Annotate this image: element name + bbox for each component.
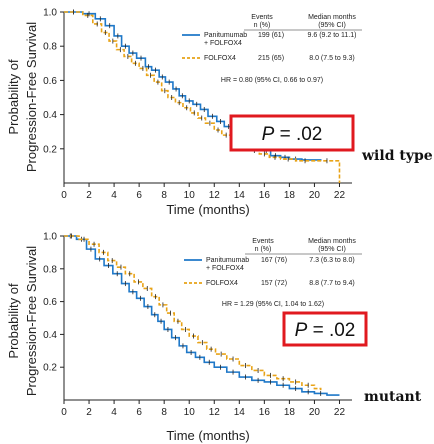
y-tick-label: 0.6	[43, 297, 57, 308]
x-tick-label: 20	[309, 190, 321, 201]
x-tick-label: 16	[259, 190, 271, 201]
x-tick-label: 2	[86, 190, 92, 201]
legend-header-ci: (95% CI)	[318, 246, 346, 253]
legend-header-median: Median months	[308, 238, 356, 245]
legend-series-name: FOLFOX4	[206, 280, 238, 287]
y-tick-label: 0.8	[43, 42, 57, 53]
x-tick-label: 0	[61, 190, 67, 201]
y-axis-label-line1: Probability of	[6, 283, 21, 359]
y-tick-label: 0.4	[43, 110, 57, 121]
p-value-symbol: P	[295, 320, 308, 341]
p-value-text: P = .02	[262, 124, 323, 145]
legend-header-events: Events	[252, 238, 274, 245]
legend-events-value: 215 (65)	[258, 55, 284, 62]
y-tick-label: 0.4	[43, 330, 57, 341]
x-tick-label: 6	[136, 190, 142, 201]
km-curve-folfox4	[64, 11, 341, 183]
y-axis-label-line2: Progression-Free Survival	[24, 22, 39, 172]
legend-median-value: 9.6 (9.2 to 11.1)	[308, 32, 357, 39]
legend-header-events-unit: n (%)	[255, 246, 272, 253]
x-tick-label: 22	[334, 190, 346, 201]
x-tick-label: 18	[284, 190, 296, 201]
x-tick-label: 18	[284, 407, 296, 418]
legend-series-name: Panitumumab	[204, 32, 247, 39]
x-axis-label: Time (months)	[166, 428, 249, 443]
km-curve-panitumumab	[64, 235, 340, 396]
p-value-symbol: P	[262, 124, 275, 145]
km-panel-mutant: 0 2 4 6 8 10 12 14 16 18 20 22 0.2 0.4 0.6 0.8 1.0 Time (…	[6, 232, 422, 444]
p-value-box	[229, 114, 355, 152]
y-tick-label: 0.8	[43, 264, 57, 275]
x-tick-label: 2	[86, 407, 92, 418]
legend-events-value: 199 (61)	[258, 32, 284, 39]
x-tick-label: 0	[61, 407, 67, 418]
x-tick-label: 6	[136, 407, 142, 418]
x-axis-label: Time (months)	[166, 202, 249, 217]
hazard-ratio-text: HR = 1.29 (95% CI, 1.04 to 1.62)	[222, 301, 324, 308]
legend-header-median: Median months	[308, 14, 356, 21]
legend-median-value: 8.8 (7.7 to 9.4)	[309, 280, 355, 287]
x-tick-label: 14	[234, 407, 246, 418]
legend-header-events: Events	[251, 14, 273, 21]
y-tick-label: 0.6	[43, 76, 57, 87]
legend-series-name: Panitumumab	[206, 257, 249, 264]
legend-events-value: 157 (72)	[261, 280, 287, 287]
y-axis-label-line2: Progression-Free Survival	[24, 246, 39, 396]
p-value-box	[282, 311, 368, 347]
x-tick-label: 8	[161, 190, 167, 201]
x-tick-label: 8	[161, 407, 167, 418]
legend-series-name: + FOLFOX4	[204, 40, 242, 47]
y-tick-label: 0.2	[43, 144, 57, 155]
x-tick-label: 4	[111, 190, 117, 201]
x-tick-label: 10	[184, 190, 196, 201]
legend-series-name: FOLFOX4	[204, 55, 236, 62]
legend-median-value: 8.0 (7.5 to 9.3)	[309, 55, 355, 62]
x-tick-label: 12	[209, 407, 221, 418]
subgroup-label: mutant	[364, 389, 422, 405]
km-curve-folfox4	[64, 235, 322, 391]
y-tick-label: 1.0	[43, 8, 57, 19]
km-panel-wild-type: 0 2 4 6 8 10 12 14 16 18 20 22 0.2 0.4 0.6 0.8 1.0 Time (…	[6, 8, 433, 218]
x-tick-label: 14	[234, 190, 246, 201]
y-tick-label: 0.2	[43, 363, 57, 374]
legend-median-value: 7.3 (6.3 to 8.0)	[309, 257, 355, 264]
p-value-number: = .02	[307, 320, 355, 341]
subgroup-label: wild type	[361, 148, 433, 164]
x-tick-label: 20	[309, 407, 321, 418]
legend-header-ci: (95% CI)	[318, 22, 346, 29]
x-tick-label: 4	[111, 407, 117, 418]
p-value-number: = .02	[274, 124, 322, 145]
legend-events-value: 167 (76)	[261, 257, 287, 264]
p-value-text: P = .02	[295, 320, 356, 341]
legend-header-events-unit: n (%)	[254, 22, 271, 29]
y-axis-label-line1: Probability of	[6, 59, 21, 135]
y-tick-label: 1.0	[43, 232, 57, 243]
x-tick-label: 16	[259, 407, 271, 418]
hazard-ratio-text: HR = 0.80 (95% CI, 0.66 to 0.97)	[221, 77, 323, 84]
x-tick-label: 10	[184, 407, 196, 418]
x-tick-label: 22	[334, 407, 346, 418]
x-tick-label: 12	[209, 190, 221, 201]
legend-series-name: + FOLFOX4	[206, 265, 244, 272]
